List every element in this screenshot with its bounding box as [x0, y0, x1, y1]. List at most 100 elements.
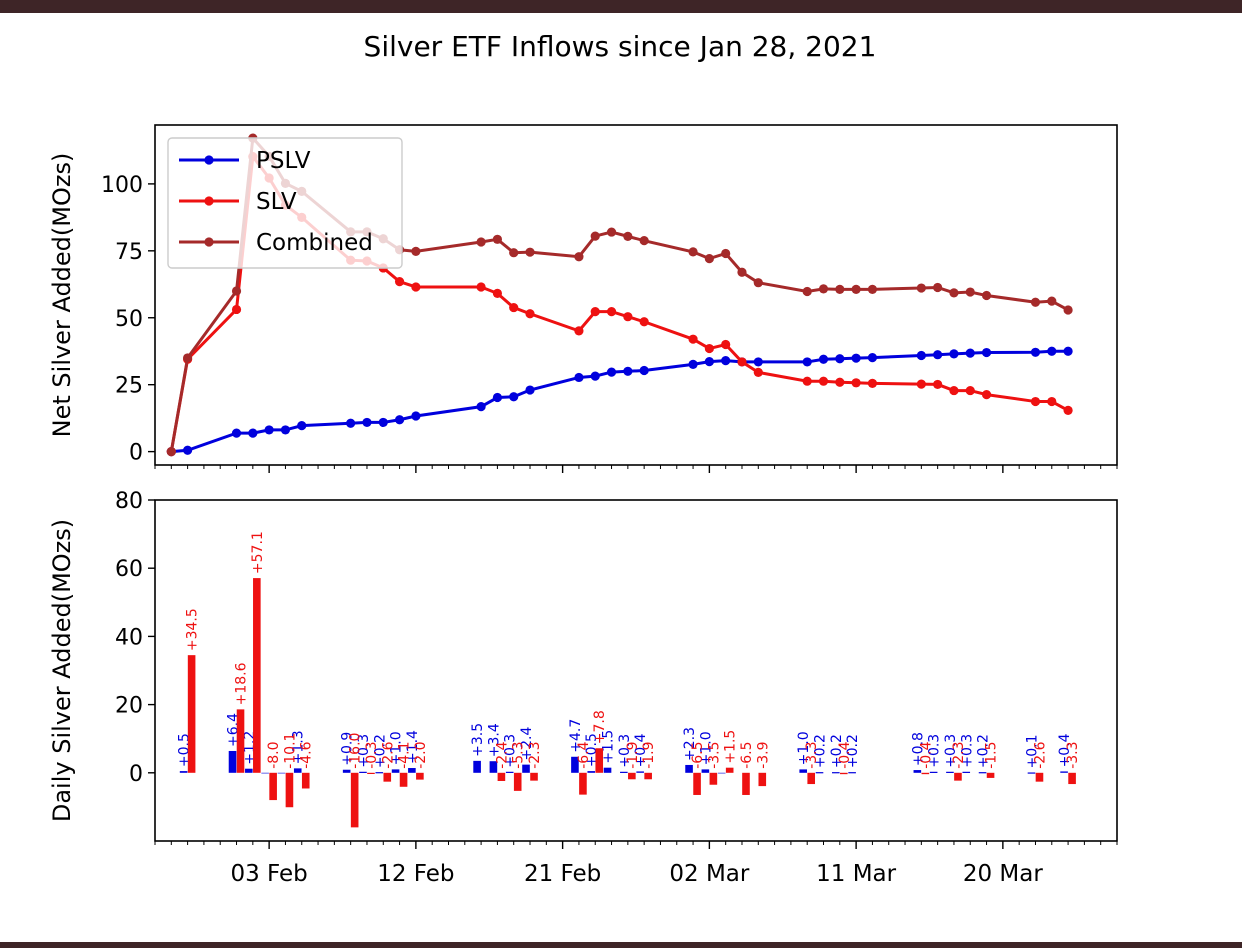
slv-value-label: -0.4: [918, 741, 934, 768]
pslv-value-label: +0.8: [910, 732, 926, 766]
slv-point: [965, 385, 975, 396]
combined-point: [753, 278, 763, 288]
pslv-value-label: +0.4: [633, 733, 649, 767]
slv-value-label: -6.5: [739, 741, 755, 768]
pslv-bar: [929, 771, 938, 773]
pslv-value-label: +1.0: [698, 731, 714, 765]
pslv-point: [362, 417, 372, 428]
slv-value-label: +18.6: [234, 662, 250, 705]
pslv-value-label: +3.5: [470, 723, 486, 757]
slv-point: [688, 334, 698, 344]
combined-point: [737, 267, 747, 277]
pslv-value-label: +0.3: [927, 734, 943, 768]
x-tick-label: 21 Feb: [524, 861, 601, 887]
pslv-point: [721, 355, 731, 366]
pslv-point: [688, 359, 698, 369]
pslv-bar: [946, 771, 954, 773]
x-tick-label: 12 Feb: [377, 861, 454, 887]
slv-point: [411, 282, 421, 292]
slv-bar: [758, 772, 767, 787]
pslv-value-label: +3.4: [486, 723, 502, 757]
pslv-bar: [359, 771, 367, 773]
slv-bar: [301, 772, 310, 789]
pslv-bar: [408, 768, 416, 773]
legend-box: [167, 137, 403, 269]
slv-bar: [1035, 772, 1044, 782]
slv-point: [1063, 405, 1073, 415]
slv-point: [394, 277, 405, 287]
bottom-axis-frame: [154, 499, 1118, 842]
pslv-bar: [261, 772, 269, 774]
slv-value-label: -3.9: [755, 741, 771, 768]
pslv-point: [590, 371, 600, 381]
slv-bar: [399, 772, 408, 787]
slv-value-label: -1.9: [641, 741, 657, 768]
pslv-point: [476, 402, 486, 412]
slv-value-label: -2.6: [380, 741, 396, 768]
pslv-bar: [978, 772, 987, 774]
slv-value-label: -10.1: [282, 733, 298, 769]
pslv-bar: [685, 764, 693, 773]
pslv-value-label: +1.0: [796, 731, 812, 765]
slv-value-label: -6.4: [576, 741, 592, 768]
slv-bar: [693, 772, 701, 795]
pslv-value-label: +0.3: [503, 734, 519, 768]
combined-point: [231, 286, 242, 296]
slv-bar: [416, 772, 424, 780]
pslv-value-label: +0.3: [943, 734, 959, 768]
combined-point: [704, 253, 714, 264]
slv-value-label: -2.4: [494, 741, 510, 768]
pslv-value-label: +0.2: [829, 734, 845, 768]
pslv-value-label: +0.2: [372, 734, 388, 768]
pslv-point: [183, 445, 193, 455]
slv-point: [623, 312, 633, 322]
pslv-value-label: +1.4: [405, 730, 421, 764]
pslv-point: [623, 366, 633, 376]
slv-bar: [513, 772, 522, 791]
combined-point: [1047, 296, 1057, 306]
slv-value-label: -0.3: [364, 741, 380, 768]
combined-point: [606, 227, 617, 237]
pslv-bar: [522, 764, 530, 773]
pslv-bar: [603, 767, 612, 773]
pslv-point: [1063, 346, 1073, 356]
slv-bar: [742, 772, 750, 795]
slv-point: [721, 339, 731, 350]
slv-bar: [253, 578, 261, 773]
pslv-value-label: +0.3: [959, 734, 975, 768]
top-axis-frame: [154, 124, 1118, 466]
legend-pslv-label: PSLV: [256, 148, 311, 174]
pslv-bar: [962, 771, 971, 773]
slv-bar: [1068, 772, 1076, 785]
combined-point: [590, 231, 600, 241]
combined-point: [851, 284, 861, 294]
pslv-bar: [1027, 772, 1036, 774]
bottom-axis-ytick-label: 60: [115, 557, 143, 582]
slv-bar: [530, 772, 538, 781]
pslv-bar: [799, 769, 808, 773]
slv-value-label: -4.6: [299, 741, 315, 768]
legend-combined-marker: [204, 237, 214, 247]
pslv-point: [704, 357, 714, 367]
combined-point: [981, 290, 992, 301]
pslv-value-label: +2.4: [519, 727, 535, 761]
combined-point: [509, 248, 519, 258]
slv-value-label: -2.3: [951, 741, 967, 768]
pslv-bar: [375, 772, 384, 774]
pslv-bar: [391, 769, 400, 773]
slv-bar: [628, 772, 636, 780]
pslv-bar: [636, 771, 644, 773]
slv-bar: [840, 772, 848, 775]
pslv-point: [394, 415, 405, 425]
pslv-bar: [293, 768, 302, 773]
pslv-point: [525, 385, 535, 395]
pslv-point: [851, 353, 861, 363]
pslv-point: [509, 392, 519, 402]
legend-combined-label: Combined: [256, 230, 373, 256]
pslv-point: [835, 354, 845, 364]
x-tick-label: 20 Mar: [963, 861, 1044, 887]
pslv-point: [411, 411, 421, 421]
pslv-point: [933, 350, 943, 360]
top-axis-ytick-label: 0: [129, 441, 143, 466]
